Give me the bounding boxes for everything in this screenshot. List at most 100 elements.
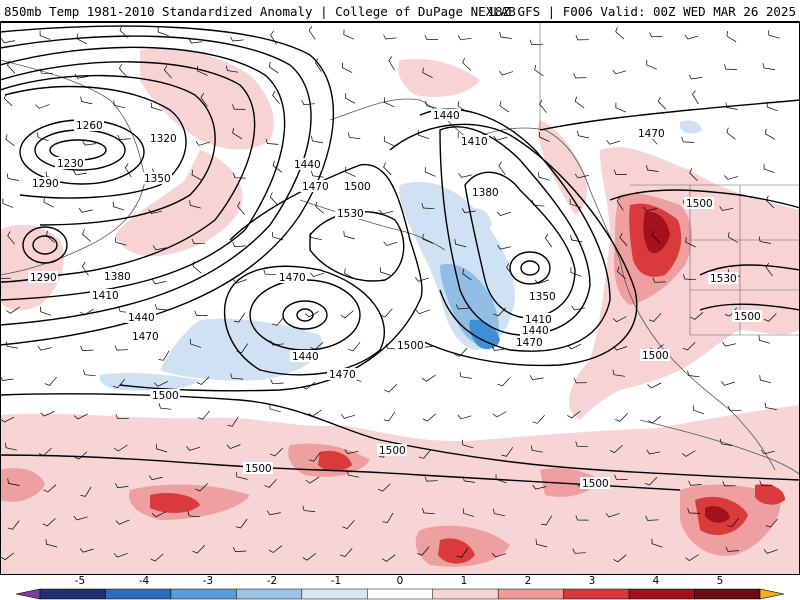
- wind-barb: [493, 508, 506, 517]
- wind-barb: [619, 232, 628, 247]
- wind-barb: [7, 478, 20, 486]
- wind-barb: [687, 508, 701, 514]
- wind-barb: [192, 544, 206, 554]
- wind-barb: [37, 132, 49, 142]
- contour-label: 1440: [294, 159, 321, 171]
- wind-barb: [191, 238, 206, 244]
- wind-barb: [340, 548, 353, 558]
- wind-barb: [415, 309, 430, 315]
- wind-barb: [80, 308, 94, 316]
- wind-barb: [457, 414, 472, 420]
- colorbar-segment: [170, 588, 237, 600]
- contour-1530-east: [699, 264, 800, 276]
- colorbar-tick-label: 2: [524, 575, 532, 587]
- wind-barb: [493, 135, 508, 141]
- wind-barb: [114, 483, 129, 489]
- colorbar-segment: [432, 588, 499, 600]
- wind-barb: [150, 102, 163, 111]
- contour-label: 1320: [150, 133, 177, 145]
- wind-barb: [688, 480, 702, 486]
- wind-barb: [764, 402, 777, 410]
- wind-barb: [114, 237, 127, 246]
- contour-label: 1500: [379, 445, 406, 457]
- shade-tropical-darkred-1: [705, 506, 730, 523]
- wind-barb: [232, 241, 246, 248]
- coastline-mexico: [639, 419, 800, 476]
- wind-barb: [113, 100, 126, 109]
- wind-barb: [6, 306, 20, 314]
- wind-barb: [418, 449, 431, 459]
- wind-barb: [269, 403, 281, 413]
- anomaly-shading: [0, 48, 800, 575]
- wind-barb: [6, 173, 19, 181]
- wind-barb: [567, 343, 582, 350]
- wind-barb: [497, 244, 512, 250]
- contour-label: 1500: [686, 198, 713, 210]
- wind-barb: [188, 38, 203, 44]
- wind-barb: [417, 546, 430, 556]
- wind-barb: [458, 173, 473, 178]
- wind-barb: [651, 538, 663, 548]
- contour-label: 1410: [525, 314, 552, 326]
- wind-barb: [605, 512, 620, 518]
- wind-barb: [315, 201, 325, 214]
- wind-barb: [266, 510, 281, 516]
- wind-barb: [647, 416, 662, 424]
- wind-barb: [196, 376, 210, 385]
- wind-barb: [606, 140, 621, 145]
- wind-barb: [645, 515, 659, 521]
- contour-1380-gulf-low: [509, 251, 551, 285]
- contour-label: 1500: [642, 350, 669, 362]
- wind-barb: [272, 316, 285, 326]
- wind-barb: [377, 483, 391, 492]
- wind-barb: [124, 163, 132, 178]
- wind-barb: [0, 416, 15, 423]
- wind-barb: [765, 518, 778, 528]
- wind-barb: [45, 230, 55, 243]
- wind-barb: [688, 74, 703, 80]
- wind-barb: [383, 411, 396, 422]
- wind-barb: [148, 475, 163, 481]
- wind-barb: [232, 172, 246, 179]
- wind-barb: [341, 414, 355, 419]
- wind-barb: [499, 100, 510, 113]
- wind-barb: [383, 136, 395, 147]
- contour-1350-gulf-low: [520, 260, 540, 276]
- wind-barb: [237, 201, 245, 215]
- wind-barb: [612, 69, 627, 75]
- wind-barb: [684, 34, 699, 40]
- wind-barb: [263, 269, 277, 276]
- border-states: [689, 185, 800, 335]
- wind-barb: [425, 100, 438, 109]
- wind-barb: [73, 515, 88, 521]
- wind-barb: [422, 508, 435, 515]
- wind-barb: [424, 167, 436, 177]
- wind-barb: [681, 137, 695, 143]
- contour-label: 1500: [245, 463, 272, 475]
- contour-1470-west: [0, 25, 335, 346]
- wind-barb: [539, 99, 547, 113]
- wind-barb: [232, 279, 247, 284]
- wind-barb: [455, 304, 470, 310]
- contour-1440-gulf: [439, 126, 591, 336]
- wind-barb: [197, 65, 208, 76]
- wind-barb: [192, 261, 202, 274]
- shade-arctic-warm: [398, 58, 480, 97]
- colorbar-tick-label: 5: [716, 575, 724, 587]
- wind-barb: [265, 138, 279, 145]
- wind-barb: [725, 546, 740, 552]
- wind-barb: [613, 345, 628, 351]
- wind-barb: [497, 377, 510, 387]
- wind-barb: [44, 376, 57, 386]
- contour-1410: [0, 46, 286, 301]
- wind-barb: [7, 520, 20, 530]
- wind-barb: [541, 515, 553, 526]
- wind-barb: [462, 508, 475, 517]
- wind-barb: [114, 345, 129, 351]
- contour-1500-south: [0, 454, 681, 491]
- wind-barb: [37, 345, 52, 351]
- contour-1350: [0, 74, 216, 226]
- wind-barb: [272, 90, 280, 105]
- wind-barb: [226, 444, 241, 450]
- wind-barb: [268, 545, 283, 553]
